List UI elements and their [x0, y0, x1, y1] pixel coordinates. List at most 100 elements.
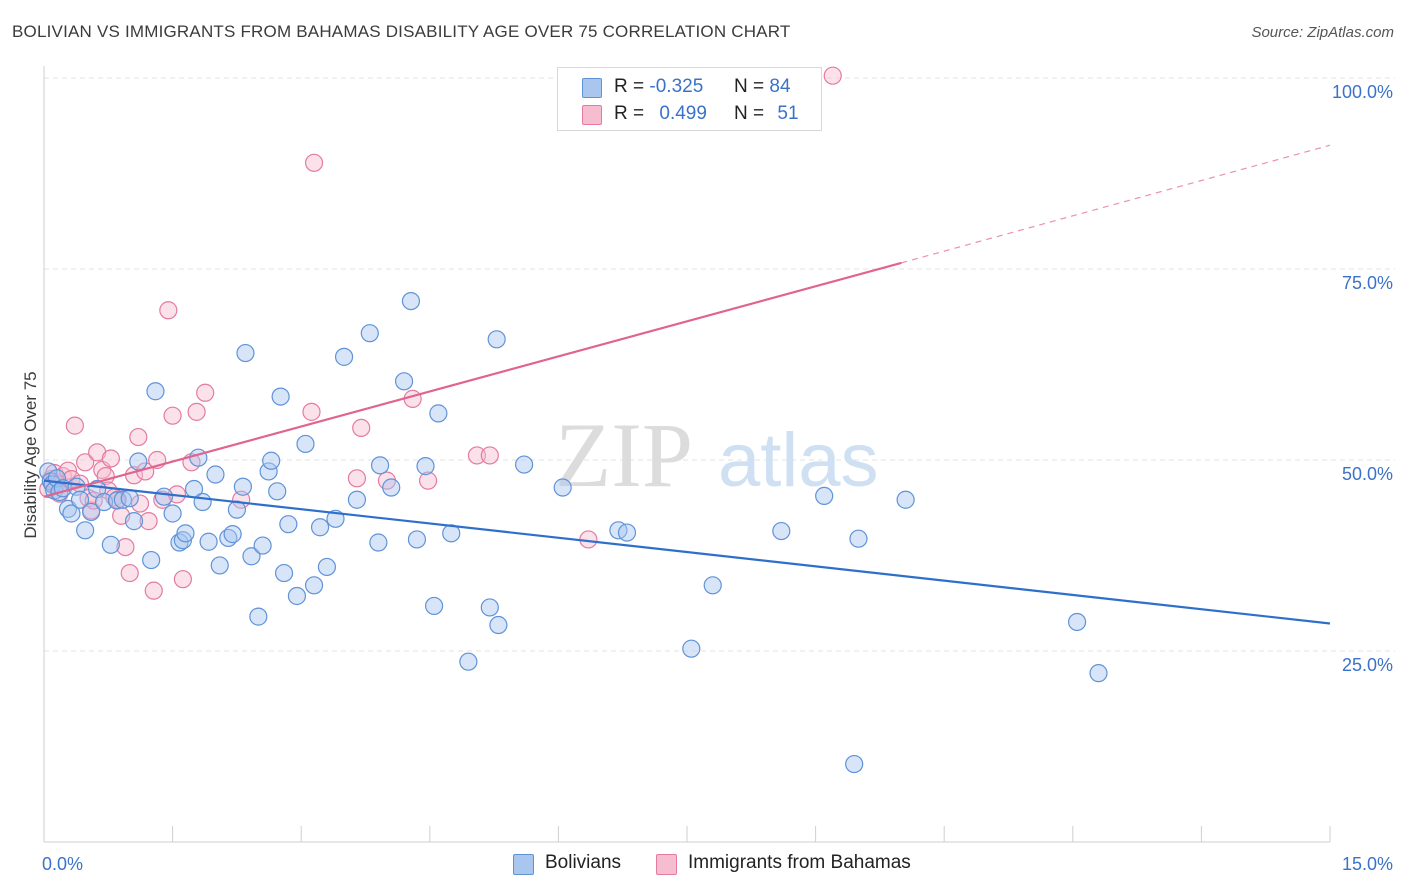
- point-bahamas: [163, 406, 182, 425]
- labels-layer: 25.0% 50.0% 75.0% 100.0% 0.0% 15.0% Disability…: [21, 82, 1393, 874]
- legend-r-value: -0.325: [649, 76, 704, 97]
- legend-label-bahamas: Immigrants from Bahamas: [688, 852, 911, 873]
- point-bolivians: [189, 448, 208, 467]
- legend-n-label: N =: [734, 76, 765, 97]
- point-bolivians: [124, 512, 144, 531]
- point-bolivians: [401, 291, 421, 311]
- point-bolivians: [424, 596, 444, 616]
- point-bolivians: [274, 563, 294, 583]
- point-bolivians: [142, 550, 161, 570]
- chart-title: BOLIVIAN VS IMMIGRANTS FROM BAHAMAS DISA…: [12, 22, 791, 41]
- correlation-legend: R = -0.325 N = 84 R = 0.499 N = 51: [557, 67, 822, 131]
- point-bolivians: [515, 455, 534, 474]
- point-bolivians: [772, 521, 791, 541]
- point-bolivians: [193, 492, 212, 512]
- point-bahamas: [347, 469, 367, 488]
- point-bahamas: [480, 446, 499, 465]
- point-bolivians: [249, 607, 268, 626]
- point-bolivians: [101, 535, 120, 554]
- grid-layer: [44, 77, 1395, 652]
- point-bolivians: [236, 343, 255, 363]
- point-bahamas: [130, 494, 150, 513]
- point-bolivians: [347, 490, 367, 509]
- point-bahamas: [159, 301, 178, 320]
- axes-layer: [43, 66, 1331, 843]
- point-bolivians: [76, 521, 95, 540]
- watermark-zip: ZIP: [555, 404, 693, 506]
- points-bahamas: [39, 66, 842, 600]
- point-bahamas: [173, 570, 192, 589]
- x-tick-label-min: 0.0%: [42, 854, 83, 874]
- point-bolivians: [129, 452, 148, 471]
- point-bolivians: [113, 490, 132, 509]
- legend-n-value: 84: [769, 76, 791, 97]
- point-bolivians: [310, 518, 330, 537]
- point-bolivians: [480, 598, 499, 617]
- point-bolivians: [287, 586, 307, 606]
- y-axis-label: Disability Age Over 75: [21, 371, 40, 538]
- point-bahamas: [129, 427, 148, 447]
- point-bahamas: [304, 153, 324, 172]
- watermark-atlas: atlas: [718, 418, 879, 503]
- point-bolivians: [360, 324, 379, 343]
- watermark: ZIP atlas: [555, 404, 879, 506]
- legend-n-label: N =: [734, 103, 765, 124]
- y-tick-label: 50.0%: [1342, 464, 1393, 484]
- point-bolivians: [459, 652, 478, 671]
- point-bolivians: [163, 504, 182, 523]
- point-bolivians: [1067, 612, 1087, 632]
- point-bahamas: [352, 418, 371, 438]
- point-bolivians: [304, 576, 324, 595]
- x-tick-label-max: 15.0%: [1342, 854, 1393, 874]
- source-label: Source: ZipAtlas.com: [1251, 24, 1394, 41]
- point-bolivians: [429, 404, 448, 423]
- legend-swatch-pink: [582, 105, 602, 125]
- point-bolivians: [896, 490, 915, 509]
- legend-r-label: R =: [614, 103, 645, 124]
- point-bahamas: [116, 537, 135, 557]
- point-bolivians: [369, 533, 388, 552]
- point-bahamas: [120, 563, 139, 583]
- point-bolivians: [259, 462, 278, 481]
- legend-r-value: 0.499: [659, 103, 707, 124]
- point-bolivians: [70, 490, 90, 509]
- point-bolivians: [62, 504, 81, 523]
- point-bolivians: [279, 515, 298, 534]
- point-bolivians: [233, 477, 253, 496]
- point-bahamas: [65, 416, 84, 435]
- point-bolivians: [617, 523, 637, 542]
- points-bolivians: [39, 291, 1108, 774]
- point-bolivians: [242, 547, 261, 566]
- trend-extension-bahamas: [901, 144, 1331, 264]
- trend-layer: [43, 144, 1331, 625]
- point-bolivians: [703, 576, 722, 595]
- point-bolivians: [176, 524, 195, 543]
- point-bolivians: [82, 502, 101, 522]
- point-bahamas: [418, 471, 438, 490]
- point-bahamas: [101, 449, 120, 468]
- y-tick-label: 100.0%: [1332, 82, 1393, 102]
- point-bolivians: [489, 615, 508, 635]
- point-bahamas: [196, 383, 215, 402]
- point-bolivians: [262, 451, 281, 470]
- point-bolivians: [210, 556, 229, 575]
- point-bolivians: [407, 530, 427, 549]
- point-bolivians: [382, 478, 401, 497]
- point-bolivians: [416, 457, 435, 476]
- point-bahamas: [187, 402, 206, 421]
- point-bolivians: [120, 489, 139, 508]
- legend-r-label: R =: [614, 76, 645, 97]
- point-bahamas: [76, 453, 95, 472]
- legend-n-value: 51: [777, 103, 799, 124]
- legend-swatch-bolivians: [513, 854, 534, 875]
- point-bolivians: [146, 382, 165, 401]
- point-bolivians: [206, 465, 225, 484]
- point-bolivians: [154, 487, 174, 506]
- point-bolivians: [370, 456, 390, 475]
- point-bahamas: [139, 512, 158, 531]
- point-bolivians: [317, 557, 337, 577]
- point-bolivians: [394, 372, 414, 391]
- y-tick-label: 75.0%: [1342, 273, 1393, 293]
- legend-swatch-bahamas: [656, 854, 677, 875]
